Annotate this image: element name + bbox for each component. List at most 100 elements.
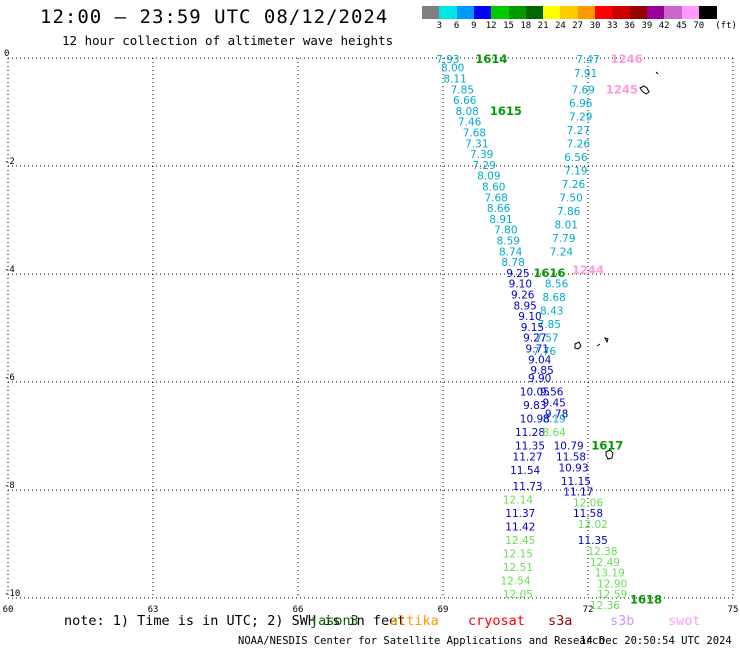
wave-height-point: 12.51 xyxy=(503,562,533,574)
wave-height-point: 7.26 xyxy=(562,179,586,191)
wave-height-point: 9.15 xyxy=(521,322,544,334)
y-tick-label: -8 xyxy=(4,481,15,491)
wave-height-point: 11.54 xyxy=(510,465,540,477)
colorbar-label: 45 xyxy=(676,21,687,31)
pass-time-labels: 1614 1615 1616 1617 1618 1246 1245 1244 xyxy=(475,52,662,607)
wave-height-point: 11.35 xyxy=(515,441,545,453)
pass-time-label: 1244 xyxy=(572,263,604,277)
y-tick-label: -4 xyxy=(4,265,15,275)
wave-height-point: 12.45 xyxy=(505,535,535,547)
wave-height-point: 11.27 xyxy=(513,452,543,464)
wave-height-point: 8.95 xyxy=(513,300,536,312)
wave-height-point: 8.09 xyxy=(477,171,500,183)
wave-height-point: 9.56 xyxy=(540,387,564,399)
wave-height-point: 12.54 xyxy=(500,576,530,588)
wave-height-point: 7.26 xyxy=(567,138,591,150)
wave-height-values: 7.938.008.117.856.668.087.467.687.317.39… xyxy=(436,54,627,612)
colorbar-label: 42 xyxy=(658,21,670,31)
colorbar-label: 9 xyxy=(471,21,477,31)
x-tick-label: 60 xyxy=(3,605,14,615)
wave-height-point: 7.19 xyxy=(564,165,587,177)
wave-height-point: 12.38 xyxy=(587,546,617,558)
wave-height-point: 11.58 xyxy=(556,452,586,464)
colorbar-label: 15 xyxy=(503,21,514,31)
wave-height-point: 7.57 xyxy=(535,333,558,345)
mission-label-cryosat: cryosat xyxy=(468,613,525,629)
wave-height-point: 11.28 xyxy=(515,427,545,439)
footer-timestamp: 14 Dec 20:50:54 UTC 2024 xyxy=(580,635,732,647)
wave-height-point: 8.56 xyxy=(545,279,569,291)
colorbar-label: 70 xyxy=(693,21,705,31)
wave-height-point: 7.76 xyxy=(533,346,557,358)
wave-height-point: 11.42 xyxy=(505,522,535,534)
colorbar-swatch xyxy=(508,6,527,19)
wave-height-point: 7.91 xyxy=(574,68,597,80)
y-tick-label: -10 xyxy=(4,589,20,599)
wave-height-point: 7.50 xyxy=(559,192,582,204)
wave-height-point: 11.15 xyxy=(561,476,591,488)
pass-time-label: 1245 xyxy=(606,82,638,96)
pass-time-label: 1614 xyxy=(475,52,507,66)
x-tick-label: 63 xyxy=(148,605,159,615)
wave-height-point: 8.78 xyxy=(501,257,524,269)
colorbar-swatch xyxy=(681,6,700,19)
wave-height-point: 12.06 xyxy=(573,497,603,509)
pass-time-label: 1618 xyxy=(630,593,662,607)
wave-height-point: 9.04 xyxy=(528,354,552,366)
wave-height-point: 9.10 xyxy=(518,311,541,323)
wave-height-point: 8.01 xyxy=(555,219,578,231)
colorbar-unit: (ft) xyxy=(715,21,737,31)
wave-height-point: 7.80 xyxy=(494,225,517,237)
wave-height-point: 7.29 xyxy=(472,160,495,172)
wave-height-point: 8.91 xyxy=(489,214,512,226)
wave-height-point: 10.05 xyxy=(520,387,550,399)
wave-height-point: 9.27 xyxy=(523,333,546,345)
wave-height-point: 9.45 xyxy=(542,398,565,410)
colorbar-swatch xyxy=(491,6,509,19)
wave-height-point: 7.27 xyxy=(567,125,590,137)
colorbar-label: 6 xyxy=(453,21,460,31)
colorbar-label: 27 xyxy=(572,21,584,31)
footer-credit: NOAA/NESDIS Center for Satellite Applica… xyxy=(238,635,605,647)
wave-height-point: 7.68 xyxy=(463,128,486,140)
colorbar-swatch xyxy=(646,6,665,19)
x-tick-label: 72 xyxy=(583,605,594,615)
grid-lines xyxy=(7,57,734,599)
x-tick-label: 75 xyxy=(728,605,739,615)
y-tick-label: -6 xyxy=(4,373,15,383)
wave-height-point: 8.68 xyxy=(542,292,565,304)
wave-height-point: 7.79 xyxy=(552,233,575,245)
colorbar-swatch xyxy=(664,6,682,19)
wave-height-point: 12.36 xyxy=(590,600,620,612)
wave-height-point: 8.11 xyxy=(443,74,466,86)
wave-height-point: 9.83 xyxy=(523,400,546,412)
wave-height-point: 7.86 xyxy=(557,206,581,218)
wave-height-point: 7.24 xyxy=(550,246,574,258)
wave-height-point: 11.37 xyxy=(505,508,535,520)
wave-height-point: 12.90 xyxy=(597,578,627,590)
coastline-islands xyxy=(574,71,659,460)
wave-height-point: 11.35 xyxy=(578,535,608,547)
mission-label-s3b: s3b xyxy=(610,613,635,629)
wave-height-point: 8.19 xyxy=(542,414,565,426)
wave-height-point: 12.02 xyxy=(578,519,608,531)
wave-height-point: 11.58 xyxy=(573,508,603,520)
wave-height-point: 8.60 xyxy=(482,182,505,194)
colorbar-swatch xyxy=(612,6,631,19)
wave-height-point: 6.96 xyxy=(569,98,593,110)
wave-height-point: 9.78 xyxy=(545,408,568,420)
y-tick-label: -2 xyxy=(4,157,15,167)
wave-height-point: 7.39 xyxy=(470,149,493,161)
wave-height-point: 12.15 xyxy=(503,549,533,561)
wave-height-point: 8.74 xyxy=(499,246,523,258)
colorbar-swatch xyxy=(698,6,717,19)
wave-height-point: 13.19 xyxy=(595,568,625,580)
wave-height-point: 6.66 xyxy=(453,95,477,107)
colorbar-swatch xyxy=(543,6,561,19)
wave-height-point: 7.69 xyxy=(571,84,594,96)
wave-height-point: 12.05 xyxy=(503,589,533,601)
chart-subtitle: 12 hour collection of altimeter wave hei… xyxy=(62,33,394,48)
wave-height-point: 7.29 xyxy=(569,111,592,123)
colorbar-label: 30 xyxy=(589,21,601,31)
